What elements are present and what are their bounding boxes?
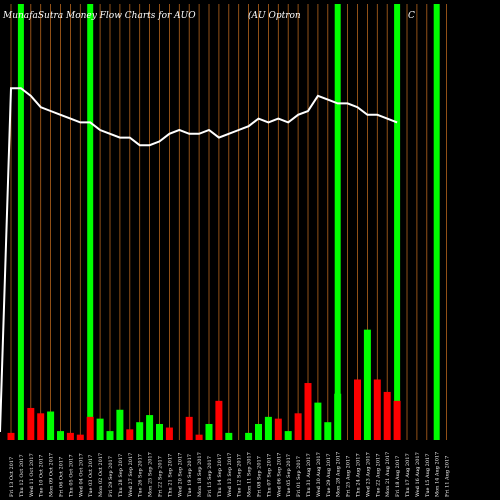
highlight-columns — [17, 4, 440, 440]
money-flow-bar — [354, 379, 361, 440]
money-flow-bar — [156, 423, 163, 440]
date-label: Wed 04 Oct 2017 — [78, 453, 84, 497]
date-label: Thu 17 Aug 2017 — [405, 453, 411, 497]
date-label: Mon 21 Aug 2017 — [385, 452, 391, 497]
date-label: Fri 08 Sep 2017 — [257, 456, 263, 497]
money-flow-bar — [393, 400, 401, 440]
date-label: Tue 15 Aug 2017 — [425, 454, 431, 497]
date-label: Mon 25 Sep 2017 — [148, 452, 154, 497]
chart-subtitle: (AU Optron — [248, 10, 301, 21]
money-flow-bar — [165, 427, 173, 440]
date-labels: Fri 13 Oct 2017 Thu 12 Oct 2017 Wed 11 Oct… — [9, 452, 451, 497]
money-flow-bars — [7, 329, 401, 440]
date-label: Tue 29 Aug 2017 — [326, 454, 332, 497]
chart-title: MunafaSutra Money Flow Charts for AUO — [2, 11, 196, 21]
money-flow-bar — [225, 432, 233, 440]
money-flow-bar — [274, 418, 282, 440]
money-flow-bar — [47, 411, 55, 440]
date-label: Thu 31 Aug 2017 — [306, 453, 312, 497]
money-flow-bar — [106, 431, 114, 440]
money-flow-bar — [96, 418, 104, 440]
money-flow-bar — [195, 434, 203, 440]
date-label: Tue 19 Sep 2017 — [187, 454, 193, 497]
date-label: Mon 09 Oct 2017 — [49, 453, 55, 497]
date-label: Tue 10 Oct 2017 — [39, 455, 45, 497]
date-label: Fri 01 Sep 2017 — [296, 456, 302, 497]
money-flow-bar — [324, 422, 332, 440]
date-label: Mon 14 Aug 2017 — [435, 452, 441, 497]
date-label: Mon 02 Oct 2017 — [98, 453, 104, 497]
date-label: Tue 26 Sep 2017 — [138, 454, 144, 497]
date-label: Thu 24 Aug 2017 — [356, 453, 362, 497]
date-label: Fri 22 Sep 2017 — [158, 456, 164, 497]
date-label: Wed 30 Aug 2017 — [316, 452, 322, 497]
date-label: Fri 15 Sep 2017 — [207, 456, 213, 497]
date-label: Fri 18 Aug 2017 — [395, 456, 401, 497]
date-label: Thu 21 Sep 2017 — [167, 454, 173, 497]
date-label: Wed 13 Sep 2017 — [227, 453, 233, 497]
highlight-column — [17, 4, 24, 440]
money-flow-bar — [255, 423, 262, 440]
date-label: Tue 22 Aug 2017 — [375, 454, 381, 497]
date-label: Wed 23 Aug 2017 — [365, 452, 371, 497]
date-label: Thu 07 Sep 2017 — [266, 454, 272, 497]
money-flow-bar — [264, 416, 272, 440]
date-label: Mon 28 Aug 2017 — [336, 452, 342, 497]
date-label: Wed 20 Sep 2017 — [177, 453, 183, 497]
money-flow-bar — [383, 391, 391, 440]
money-flow-bar — [27, 407, 35, 440]
money-flow-bar — [284, 431, 292, 440]
money-flow-bar — [314, 402, 322, 440]
date-label: Wed 11 Oct 2017 — [29, 453, 35, 497]
money-flow-bar — [185, 416, 193, 440]
date-label: Mon 18 Sep 2017 — [197, 452, 203, 497]
date-label: Wed 16 Aug 2017 — [415, 452, 421, 497]
date-label: Fri 06 Oct 2017 — [59, 457, 65, 497]
money-flow-bar — [304, 383, 312, 440]
date-label: Thu 12 Oct 2017 — [19, 454, 25, 497]
date-label: Thu 05 Oct 2017 — [68, 454, 74, 497]
highlight-column — [87, 4, 94, 440]
money-flow-bar — [363, 329, 371, 440]
money-flow-bar — [245, 432, 253, 440]
money-flow-bar — [76, 434, 84, 440]
money-flow-bar — [205, 423, 213, 440]
money-flow-bar — [334, 393, 342, 440]
money-flow-bar — [136, 422, 144, 440]
date-label: Wed 06 Sep 2017 — [276, 453, 282, 497]
date-label: Thu 28 Sep 2017 — [118, 454, 124, 497]
money-flow-bar — [7, 432, 15, 440]
date-label: Fri 11 Aug 2017 — [445, 456, 451, 497]
money-flow-bar — [373, 379, 381, 440]
date-label: Tue 05 Sep 2017 — [286, 454, 292, 497]
chart-subtitle-tail: C — [408, 11, 415, 21]
money-flow-bar — [66, 432, 74, 440]
price-line — [0, 87, 398, 433]
date-label: Tue 03 Oct 2017 — [88, 455, 94, 497]
date-label: Thu 14 Sep 2017 — [217, 454, 223, 497]
money-flow-bar — [116, 409, 124, 440]
money-flow-bar — [57, 431, 64, 440]
money-flow-bar — [86, 416, 94, 440]
date-label: Tue 12 Sep 2017 — [237, 454, 243, 497]
highlight-column — [334, 4, 341, 440]
money-flow-bar — [37, 413, 45, 440]
date-label: Fri 13 Oct 2017 — [9, 457, 15, 497]
money-flow-bar — [294, 413, 302, 440]
highlight-column — [394, 4, 401, 440]
highlight-column — [433, 4, 440, 440]
money-flow-bar — [126, 429, 134, 440]
date-label: Wed 27 Sep 2017 — [128, 453, 134, 497]
date-label: Fri 25 Aug 2017 — [346, 456, 352, 497]
date-label: Mon 11 Sep 2017 — [247, 452, 253, 497]
date-label: Fri 29 Sep 2017 — [108, 456, 114, 497]
money-flow-bar — [215, 400, 223, 440]
vertical-grid-lines — [10, 4, 448, 440]
price-series-line — [0, 87, 398, 433]
money-flow-bar — [146, 415, 154, 440]
